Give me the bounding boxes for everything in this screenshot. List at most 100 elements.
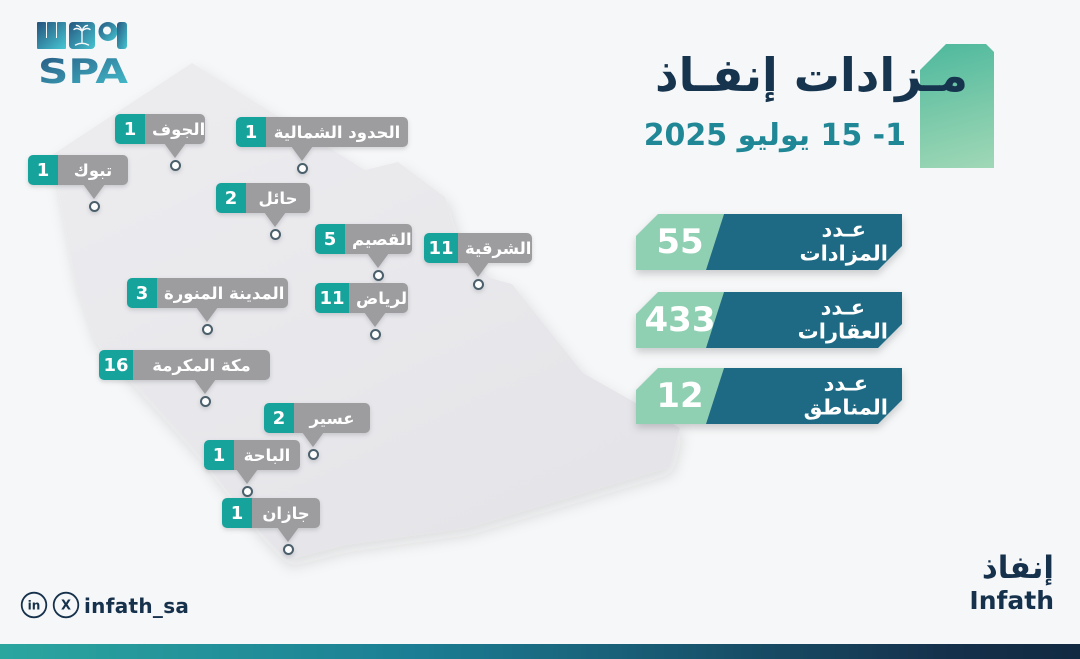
title-green-accent-shape bbox=[920, 44, 994, 168]
region-count: 11 bbox=[424, 233, 458, 263]
stat-label-line1: عـدد bbox=[823, 371, 869, 396]
location-dot-icon bbox=[199, 396, 211, 407]
region-count: 1 bbox=[115, 114, 145, 144]
map-region-label: 1 تبوك bbox=[28, 155, 128, 212]
map-region-label: 2 حائل bbox=[216, 183, 310, 240]
pointer-tail-icon bbox=[364, 312, 386, 327]
location-dot-icon bbox=[472, 279, 484, 290]
pointer-tail-icon bbox=[291, 146, 313, 161]
waw-glyph bbox=[98, 22, 127, 49]
region-name: القصيم bbox=[345, 224, 412, 254]
region-count: 1 bbox=[236, 117, 266, 147]
stat-label-line2: العقارات bbox=[797, 319, 888, 343]
region-badge: 3 المدينة المنورة bbox=[127, 278, 288, 308]
region-badge: 1 الباحة bbox=[204, 440, 300, 470]
stat-value: 12 bbox=[636, 368, 724, 424]
pointer-tail-icon bbox=[302, 432, 324, 447]
seen-glyph bbox=[37, 22, 66, 49]
infath-logo-latin: Infath bbox=[969, 585, 1054, 615]
region-count: 5 bbox=[315, 224, 345, 254]
stat-label-line1: عـدد bbox=[821, 217, 866, 242]
pointer-tail-icon bbox=[164, 143, 186, 158]
region-badge: 11 الرياض bbox=[315, 283, 408, 313]
stat-bar: 12 عـدد المناطق bbox=[636, 368, 902, 424]
region-badge: 2 عسير bbox=[264, 403, 370, 433]
pointer-tail-icon bbox=[264, 212, 286, 227]
region-name: تبوك bbox=[58, 155, 128, 185]
pointer-tail-icon bbox=[367, 253, 389, 268]
location-dot-icon bbox=[88, 201, 100, 212]
map-region-label: 1 الحدود الشمالية bbox=[236, 117, 408, 174]
region-badge: 16 مكة المكرمة bbox=[99, 350, 270, 380]
location-dot-icon bbox=[372, 270, 384, 281]
date-range: 1- 15 يوليو 2025 bbox=[643, 118, 906, 153]
region-name: مكة المكرمة bbox=[133, 350, 270, 380]
pointer-tail-icon bbox=[196, 307, 218, 322]
region-name: الرياض bbox=[349, 283, 408, 313]
region-name: الشرقية bbox=[458, 233, 532, 263]
pointer-tail-icon bbox=[467, 262, 489, 277]
spa-agency-logo: SPA bbox=[37, 22, 129, 87]
infath-logo: إنفاذ Infath bbox=[969, 550, 1054, 615]
palm-tree-icon bbox=[73, 24, 91, 46]
location-dot-icon bbox=[296, 163, 308, 174]
region-count: 2 bbox=[264, 403, 294, 433]
location-dot-icon bbox=[201, 324, 213, 335]
social-icons: in X bbox=[20, 591, 80, 619]
stat-label-line2: المزادات bbox=[799, 241, 888, 265]
stat-label-line2: المناطق bbox=[803, 395, 888, 419]
pointer-tail-icon bbox=[277, 527, 299, 542]
svg-text:in: in bbox=[28, 599, 41, 613]
region-name: الباحة bbox=[234, 440, 300, 470]
region-name: حائل bbox=[246, 183, 310, 213]
location-dot-icon bbox=[241, 486, 253, 497]
location-dot-icon bbox=[169, 160, 181, 171]
region-badge: 1 جازان bbox=[222, 498, 320, 528]
map-region-label: 3 المدينة المنورة bbox=[127, 278, 288, 335]
stat-bar: 55 عـدد المزادات bbox=[636, 214, 902, 270]
pointer-tail-icon bbox=[83, 184, 105, 199]
linkedin-icon[interactable]: in bbox=[20, 591, 48, 619]
map-region-label: 5 القصيم bbox=[315, 224, 412, 281]
page-title: مـزادات إنفـاذ bbox=[655, 48, 968, 102]
region-name: الجوف bbox=[145, 114, 205, 144]
stat-label-line1: عـدد bbox=[820, 295, 866, 320]
map-region-label: 16 مكة المكرمة bbox=[99, 350, 270, 407]
spa-logo-arabic-row bbox=[37, 22, 127, 49]
location-dot-icon bbox=[307, 449, 319, 460]
region-count: 2 bbox=[216, 183, 246, 213]
map-region-label: 11 الرياض bbox=[315, 283, 408, 340]
pointer-tail-icon bbox=[236, 469, 258, 484]
infath-logo-arabic: إنفاذ bbox=[981, 550, 1054, 586]
pointer-tail-icon bbox=[194, 379, 216, 394]
stat-label-box: عـدد المناطق bbox=[706, 368, 902, 424]
region-badge: 2 حائل bbox=[216, 183, 310, 213]
location-dot-icon bbox=[369, 329, 381, 340]
region-name: الحدود الشمالية bbox=[266, 117, 408, 147]
region-count: 1 bbox=[28, 155, 58, 185]
region-name: جازان bbox=[252, 498, 320, 528]
region-badge: 1 الحدود الشمالية bbox=[236, 117, 408, 147]
region-badge: 1 تبوك bbox=[28, 155, 128, 185]
stat-label: عـدد المزادات bbox=[799, 218, 888, 265]
region-name: المدينة المنورة bbox=[157, 278, 288, 308]
stat-label-box: عـدد العقارات bbox=[706, 292, 902, 348]
region-badge: 5 القصيم bbox=[315, 224, 412, 254]
footer-gradient-bar bbox=[0, 644, 1080, 659]
stat-label: عـدد العقارات bbox=[798, 296, 888, 343]
region-count: 3 bbox=[127, 278, 157, 308]
stat-value: 433 bbox=[636, 292, 724, 348]
x-twitter-icon[interactable]: X bbox=[52, 591, 80, 619]
map-region-label: 1 جازان bbox=[222, 498, 320, 555]
region-name: عسير bbox=[294, 403, 370, 433]
map-region-label: 2 عسير bbox=[264, 403, 370, 460]
stat-bar: 433 عـدد العقارات bbox=[636, 292, 902, 348]
spa-logo-latin-text: SPA bbox=[38, 52, 129, 87]
region-count: 11 bbox=[315, 283, 349, 313]
region-badge: 1 الجوف bbox=[115, 114, 205, 144]
region-badge: 11 الشرقية bbox=[424, 233, 532, 263]
svg-text:X: X bbox=[61, 599, 71, 614]
social-handle[interactable]: infath_sa bbox=[84, 594, 190, 618]
location-dot-icon bbox=[282, 544, 294, 555]
